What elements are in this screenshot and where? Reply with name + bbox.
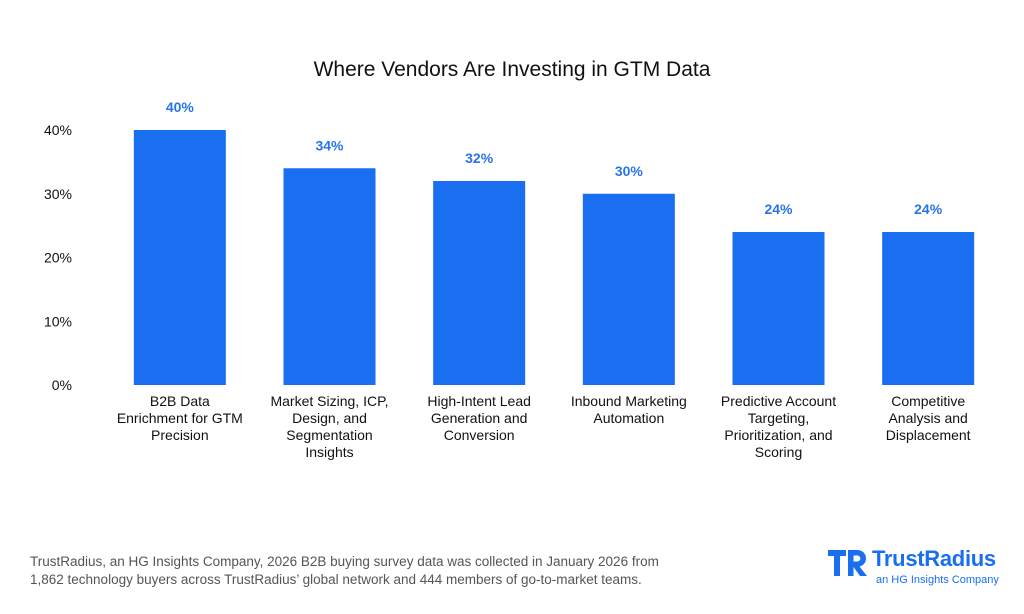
category-label: Predictive Account Targeting, Prioritizati… — [721, 393, 836, 460]
value-labels: 40% 34% 32% 30% 24% 24% — [166, 99, 943, 217]
category-label-line: Design, and — [292, 410, 367, 426]
survey-footnote: TrustRadius, an HG Insights Company, 202… — [30, 553, 710, 589]
category-label-line: Prioritization, and — [724, 427, 832, 443]
footnote-line-1: TrustRadius, an HG Insights Company, 202… — [30, 554, 659, 569]
bar-value-label: 34% — [315, 137, 344, 153]
y-axis: 0% 10% 20% 30% 40% — [44, 122, 72, 393]
category-label-line: B2B Data — [150, 393, 210, 409]
category-label: Inbound Marketing Automation — [571, 393, 687, 426]
category-labels: B2B Data Enrichment for GTM Precision Marke… — [117, 393, 971, 460]
category-label-line: Automation — [593, 410, 664, 426]
trustradius-logo-icon — [828, 550, 867, 576]
category-label-line: Scoring — [755, 444, 802, 460]
brand-name: TrustRadius — [872, 546, 996, 571]
bar — [283, 168, 376, 385]
y-tick-label: 20% — [44, 250, 72, 266]
bar-value-label: 24% — [914, 201, 943, 217]
brand-tagline: an HG Insights Company — [876, 574, 999, 586]
category-label: High-Intent Lead Generation and Conversion — [427, 393, 531, 443]
bar — [732, 232, 825, 385]
bar — [133, 130, 226, 385]
category-label-line: Precision — [151, 427, 209, 443]
category-label-line: Displacement — [886, 427, 971, 443]
category-label-line: Targeting, — [748, 410, 809, 426]
y-tick-label: 0% — [52, 377, 72, 393]
footnote-line-2: 1,862 technology buyers across TrustRadi… — [30, 572, 642, 587]
bars — [133, 130, 975, 385]
bar-value-label: 32% — [465, 150, 494, 166]
category-label-line: Enrichment for GTM — [117, 410, 243, 426]
bar — [882, 232, 975, 385]
category-label-line: Segmentation — [286, 427, 372, 443]
bar — [582, 193, 675, 385]
y-tick-label: 10% — [44, 313, 72, 329]
y-tick-label: 40% — [44, 122, 72, 138]
category-label: B2B Data Enrichment for GTM Precision — [117, 393, 243, 443]
category-label-line: Conversion — [444, 427, 515, 443]
category-label: Market Sizing, ICP, Design, and Segmentati… — [270, 393, 388, 460]
category-label-line: Predictive Account — [721, 393, 836, 409]
y-tick-label: 30% — [44, 186, 72, 202]
category-label-line: Inbound Marketing — [571, 393, 687, 409]
category-label: Competitive Analysis and Displacement — [886, 393, 971, 443]
category-label-line: High-Intent Lead — [427, 393, 531, 409]
bar-chart: Where Vendors Are Investing in GTM Data … — [44, 58, 975, 460]
category-label-line: Market Sizing, ICP, — [270, 393, 388, 409]
brand-logo: TrustRadius an HG Insights Company — [826, 546, 1006, 590]
bar-value-label: 40% — [166, 99, 195, 115]
bar-value-label: 24% — [764, 201, 793, 217]
bar — [433, 181, 526, 385]
category-label-line: Competitive — [891, 393, 965, 409]
category-label-line: Generation and — [431, 410, 528, 426]
bar-value-label: 30% — [615, 163, 644, 179]
category-label-line: Insights — [305, 444, 353, 460]
category-label-line: Analysis and — [888, 410, 967, 426]
chart-title: Where Vendors Are Investing in GTM Data — [314, 58, 711, 81]
